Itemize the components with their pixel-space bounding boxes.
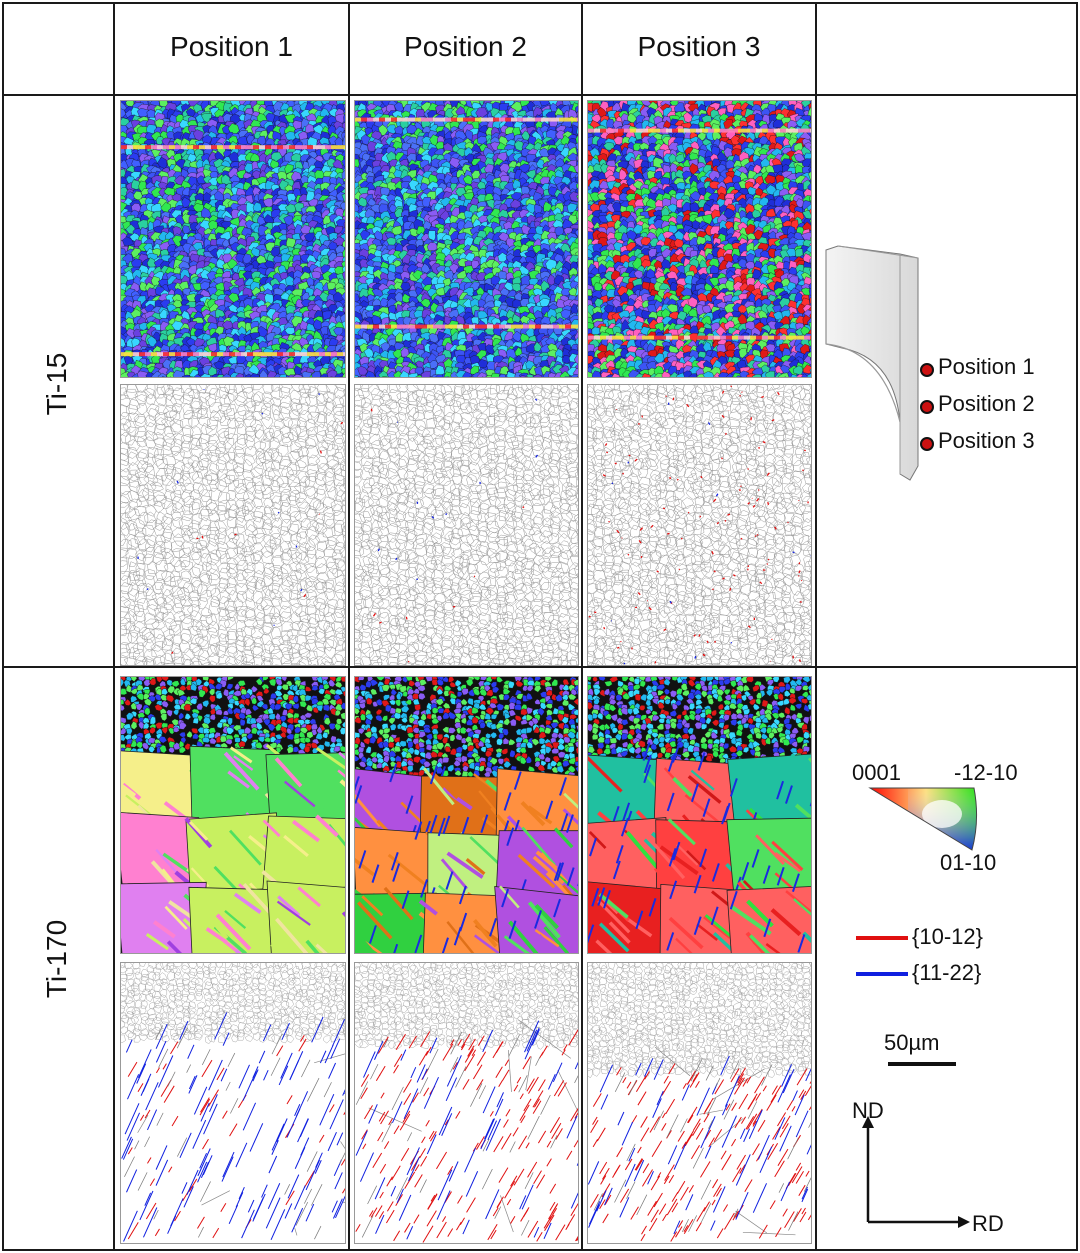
ipf-color-triangle [868, 787, 978, 851]
ipf-map-ti170-position-2 [354, 676, 579, 954]
column-header-position-3: Position 3 [637, 31, 761, 62]
specimen-schematic [825, 245, 919, 481]
table-border-left [2, 2, 4, 1251]
position-3-marker [920, 437, 934, 451]
ipf-map-ti170-position-1 [120, 676, 346, 954]
rd-arrowhead [958, 1216, 970, 1228]
ipf-map-ti170-position-3 [587, 676, 812, 954]
table-border-col1 [113, 2, 115, 1251]
twin-1122-label: {11-22} [912, 960, 982, 985]
column-header-position-1: Position 1 [170, 31, 293, 62]
twin-1122-swatch [856, 972, 908, 976]
table-border-bottom [2, 1249, 1078, 1251]
position-1-marker [920, 363, 934, 377]
table-border-right [1076, 2, 1078, 1251]
twin-1012-label: {10-12} [912, 924, 983, 949]
axis-label-rd: RD [972, 1211, 1004, 1236]
ipf-map-ti15-position-1 [120, 100, 346, 378]
row-label-ti-170: Ti-170 [41, 919, 72, 999]
scale-bar [888, 1062, 956, 1066]
twin-1012-swatch [856, 936, 908, 940]
boundary-map-ti15-position-3 [587, 384, 812, 666]
boundary-map-ti170-position-3 [587, 962, 812, 1244]
ipf-legend-label-12-10: -12-10 [954, 760, 1018, 785]
axis-arrows [862, 1116, 970, 1228]
table-border-col3 [581, 2, 583, 1251]
schematic-label-position-3: Position 3 [938, 428, 1035, 453]
boundary-map-ti15-position-1 [120, 384, 346, 666]
table-border-middle [2, 666, 1078, 668]
ipf-map-ti15-position-2 [354, 100, 579, 378]
boundary-map-ti15-position-2 [354, 384, 579, 666]
schematic-label-position-1: Position 1 [938, 354, 1035, 379]
scale-bar-label: 50µm [884, 1030, 940, 1055]
column-header-position-2: Position 2 [404, 31, 527, 62]
boundary-map-ti170-position-1 [120, 962, 346, 1244]
ipf-map-ti15-position-3 [587, 100, 812, 378]
boundary-map-ti170-position-2 [354, 962, 579, 1244]
position-2-marker [920, 400, 934, 414]
table-border-col2 [348, 2, 350, 1251]
ipf-legend-label-01-10: 01-10 [940, 850, 997, 875]
table-border-header [2, 94, 1078, 96]
row-label-ti-15: Ti-15 [41, 352, 72, 416]
ipf-legend-label-0001: 0001 [852, 760, 901, 785]
table-border-top [2, 2, 1078, 4]
table-border-col4 [815, 2, 817, 1251]
schematic-label-position-2: Position 2 [938, 391, 1035, 416]
nd-arrowhead [862, 1116, 874, 1128]
